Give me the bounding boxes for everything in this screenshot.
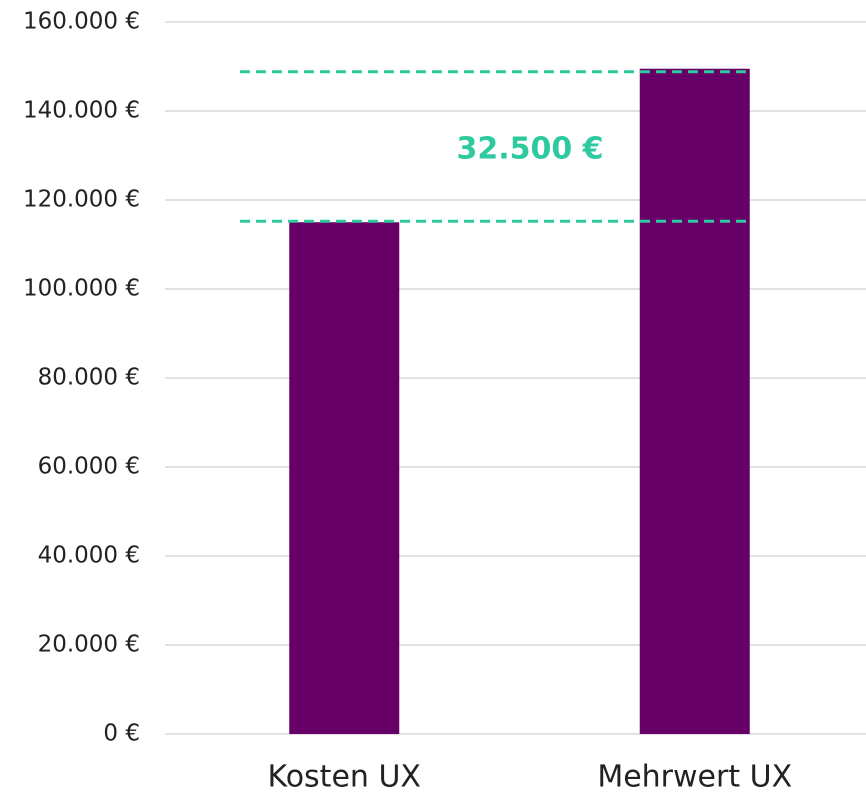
y-tick-label: 20.000 €	[38, 632, 140, 658]
y-tick-label: 120.000 €	[23, 187, 140, 213]
y-tick-label: 160.000 €	[23, 9, 140, 35]
y-tick-label: 0 €	[103, 721, 140, 747]
bar	[289, 222, 400, 734]
x-tick-label: Kosten UX	[268, 760, 421, 795]
x-tick-label: Mehrwert UX	[597, 760, 792, 795]
y-tick-label: 40.000 €	[38, 543, 140, 569]
y-tick-label: 100.000 €	[23, 276, 140, 302]
annotation: 32.500 €	[456, 132, 603, 167]
y-tick-label: 80.000 €	[38, 365, 140, 391]
y-tick-label: 140.000 €	[23, 98, 140, 124]
y-tick-label: 60.000 €	[38, 454, 140, 480]
bar	[639, 68, 750, 735]
